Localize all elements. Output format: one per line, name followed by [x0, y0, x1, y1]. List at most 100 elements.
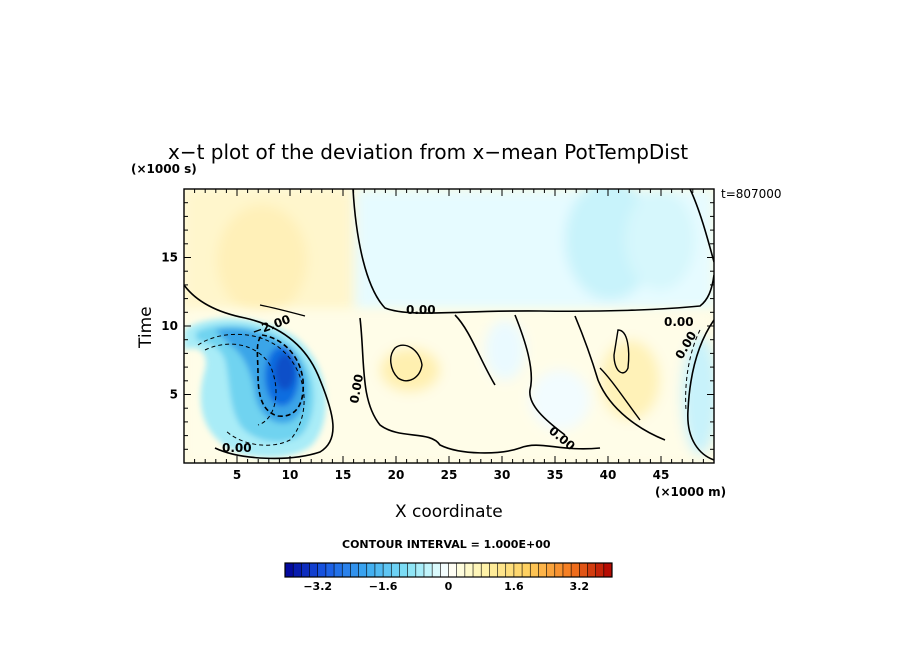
zero-contour-island-3 — [599, 367, 641, 421]
y-tick-label: 15 — [161, 251, 178, 265]
colorbar-cell — [546, 563, 556, 577]
contour-lines — [184, 189, 714, 461]
colorbar-cell — [407, 563, 417, 577]
colorbar-cell — [448, 563, 457, 577]
axis-ticks — [184, 189, 714, 463]
colorbar-cell — [358, 563, 368, 577]
field-cool-patch-1 — [530, 370, 590, 430]
x-axis-label: X coordinate — [395, 502, 503, 522]
colorbar-cell — [415, 563, 425, 577]
colorbar-cell — [374, 563, 384, 577]
y-tick-labels: 5 10 15 — [161, 251, 178, 402]
field-warm-band — [217, 205, 307, 315]
colorbar-cell — [325, 563, 335, 577]
colorbar-cell — [301, 563, 310, 577]
y-tick-label: 5 — [170, 388, 178, 402]
colorbar-tick-label: 3.2 — [570, 580, 590, 593]
contour-label: 0.00 — [347, 373, 366, 405]
colorbar-cell — [562, 563, 572, 577]
field-warm-patch-2 — [600, 340, 660, 420]
colorbar-tick-label: 0 — [445, 580, 453, 593]
y-axis-unit: (×1000 s) — [131, 162, 197, 176]
x-tick-label: 40 — [600, 468, 617, 482]
zero-contour-island-1 — [390, 344, 423, 382]
colorbar-cell — [456, 563, 466, 577]
colorbar-cell — [464, 563, 474, 577]
colorbar-cell — [342, 563, 351, 577]
time-stamp: t=807000 — [721, 187, 782, 201]
neg1-contour-outer — [197, 333, 305, 446]
zero-contour-top — [352, 189, 714, 314]
neg1-contour-right — [685, 329, 701, 411]
colorbar-cell — [587, 563, 596, 577]
zero-contour-small — [259, 304, 306, 317]
colorbar-cell — [399, 563, 408, 577]
colorbar-cell — [440, 563, 449, 577]
colorbar-cell — [350, 563, 359, 577]
colorbar-cell — [579, 563, 588, 577]
contour-label: 0.00 — [406, 303, 436, 317]
colorbar-cell — [432, 563, 441, 577]
colorbar-cell — [571, 563, 580, 577]
y-tick-label: 10 — [161, 319, 178, 333]
colorbar-cell — [317, 563, 327, 577]
x-tick-label: 20 — [388, 468, 405, 482]
colorbar-cell — [595, 563, 605, 577]
colorbar-tick-label: −1.6 — [369, 580, 398, 593]
colorbar-cell — [497, 563, 507, 577]
field-cool-patch-2 — [485, 320, 525, 380]
contour-interval-label: CONTOUR INTERVAL = 1.000E+00 — [342, 538, 551, 551]
colorbar-cell — [530, 563, 539, 577]
heatmap-field — [184, 189, 714, 463]
x-tick-label: 10 — [282, 468, 299, 482]
colorbar-cell — [554, 563, 564, 577]
colorbar-cell — [505, 563, 515, 577]
colorbar-tick-labels: −3.2 −1.6 0 1.6 3.2 — [303, 580, 589, 593]
x-axis-unit: (×1000 m) — [655, 485, 727, 499]
field-cool-band-2 — [625, 190, 695, 290]
x-tick-label: 30 — [494, 468, 511, 482]
colorbar-tick-label: −3.2 — [303, 580, 332, 593]
zero-contour-right — [687, 319, 714, 461]
colorbar-cell — [293, 563, 302, 577]
field-warm-patch-1 — [380, 348, 440, 392]
colorbar-cell — [383, 563, 392, 577]
colorbar-cell — [309, 563, 318, 577]
colorbar-cell — [473, 563, 482, 577]
zero-contour-mid-2 — [514, 314, 566, 436]
x-tick-label: 35 — [547, 468, 564, 482]
field-cool-edge — [682, 335, 714, 455]
zero-contour-mid-3 — [574, 315, 666, 441]
colorbar-cell — [334, 563, 343, 577]
zero-contour-bottom — [359, 317, 601, 454]
colorbar — [285, 563, 613, 577]
zero-contour-island-2 — [613, 329, 630, 374]
cold-anomaly-peak — [275, 354, 295, 390]
neg1-contour-inner — [204, 343, 277, 426]
colorbar-cell — [522, 563, 531, 577]
colorbar-cell — [513, 563, 523, 577]
neg2-contour — [256, 334, 304, 417]
chart-title: x−t plot of the deviation from x−mean Po… — [168, 140, 689, 164]
zero-contour-left — [184, 284, 334, 460]
x-tick-label: 5 — [233, 468, 241, 482]
colorbar-cell — [285, 563, 294, 577]
zero-contour-mid-1 — [454, 314, 496, 386]
colorbar-cell — [391, 563, 400, 577]
contour-label: 0.00 — [664, 315, 694, 329]
zero-contour-top-right — [689, 189, 714, 263]
x-tick-label: 25 — [441, 468, 458, 482]
colorbar-cell — [366, 563, 376, 577]
x-tick-label: 45 — [653, 468, 670, 482]
colorbar-cell — [489, 563, 498, 577]
colorbar-tick-label: 1.6 — [504, 580, 524, 593]
colorbar-frame — [284, 562, 613, 578]
colorbar-cell — [538, 563, 547, 577]
colorbar-cell — [481, 563, 490, 577]
x-tick-label: 15 — [335, 468, 352, 482]
colorbar-cell — [603, 563, 613, 577]
x-tick-labels: 5 10 15 20 25 30 35 40 45 — [233, 468, 670, 482]
colorbar-cell — [423, 563, 433, 577]
contour-label: 0.00 — [222, 441, 252, 455]
